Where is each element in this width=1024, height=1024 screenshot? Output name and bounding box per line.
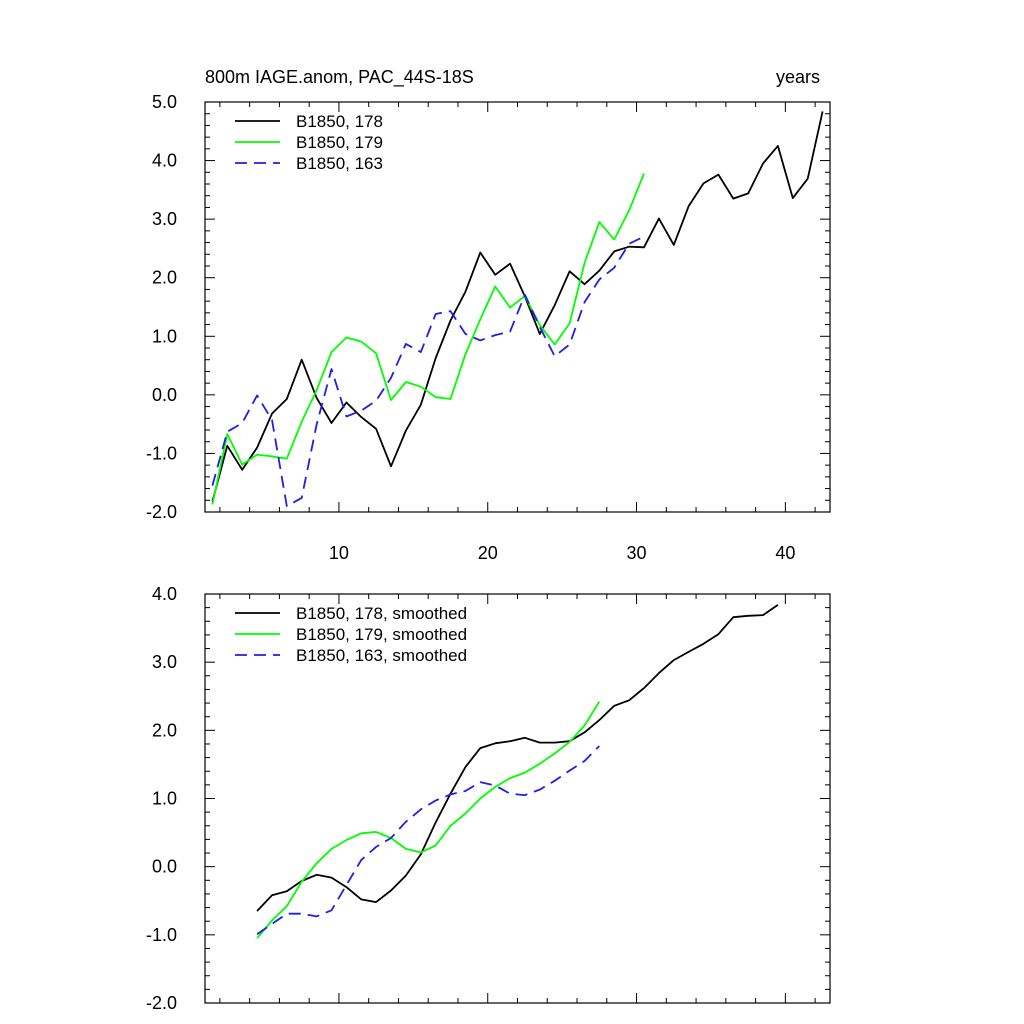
series-line-2 bbox=[256, 701, 601, 939]
legend-label: B1850, 163 bbox=[296, 154, 383, 173]
y-tick-label: 3.0 bbox=[152, 652, 177, 672]
series-line-1 bbox=[211, 111, 824, 502]
y-tick-label: -1.0 bbox=[146, 443, 177, 463]
x-tick-label: 30 bbox=[627, 543, 647, 563]
chart-right-label: years bbox=[776, 67, 820, 87]
y-tick-label: 1.0 bbox=[152, 326, 177, 346]
y-tick-label: -2.0 bbox=[146, 502, 177, 522]
y-tick-label: 4.0 bbox=[152, 584, 177, 604]
x-tick-label: 20 bbox=[478, 543, 498, 563]
x-tick-label: 10 bbox=[329, 543, 349, 563]
y-tick-label: -2.0 bbox=[146, 993, 177, 1013]
series-line-3 bbox=[211, 235, 645, 508]
series-line-3 bbox=[256, 745, 600, 935]
legend-label: B1850, 178 bbox=[296, 112, 383, 131]
legend-label: B1850, 179 bbox=[296, 133, 383, 152]
y-tick-label: 3.0 bbox=[152, 209, 177, 229]
y-tick-label: 2.0 bbox=[152, 268, 177, 288]
chart-title: 800m IAGE.anom, PAC_44S-18S bbox=[205, 67, 474, 88]
series-line-1 bbox=[256, 604, 779, 912]
legend-label: B1850, 163, smoothed bbox=[296, 646, 467, 665]
legend-label: B1850, 178, smoothed bbox=[296, 604, 467, 623]
y-tick-label: 1.0 bbox=[152, 789, 177, 809]
x-tick-label: 40 bbox=[775, 543, 795, 563]
chart-panel-1: -2.0 -1.0 0.0 1.0 2.0 3.0 4.0 5.0 10 20 30 40 800m I… bbox=[146, 67, 831, 563]
legend-label: B1850, 179, smoothed bbox=[296, 625, 467, 644]
y-tick-label: 5.0 bbox=[152, 92, 177, 112]
y-tick-label: 4.0 bbox=[152, 151, 177, 171]
chart-panel-2: -2.0 -1.0 0.0 1.0 2.0 3.0 4.0 B1850, 178, smoot… bbox=[146, 584, 831, 1013]
y-tick-label: 0.0 bbox=[152, 857, 177, 877]
series-line-2 bbox=[211, 173, 645, 505]
y-tick-label: 2.0 bbox=[152, 720, 177, 740]
y-tick-label: -1.0 bbox=[146, 925, 177, 945]
y-tick-label: 0.0 bbox=[152, 385, 177, 405]
